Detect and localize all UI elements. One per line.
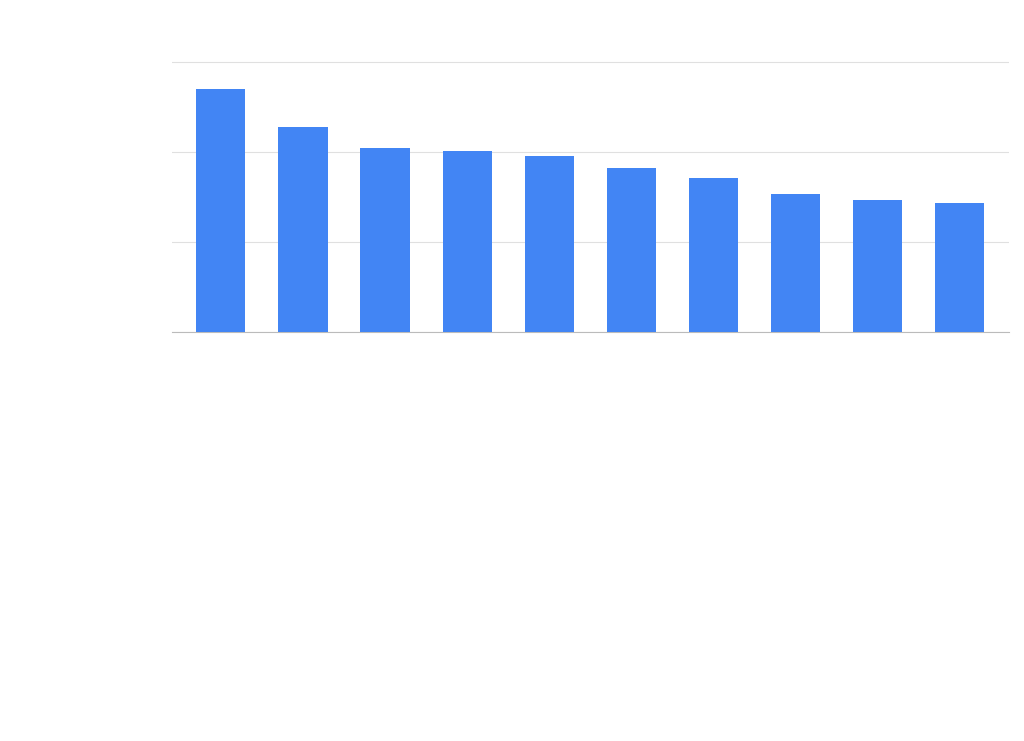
- Bar: [360, 148, 410, 332]
- Bar: [524, 156, 573, 332]
- Bar: [442, 150, 492, 332]
- Bar: [853, 200, 902, 332]
- Bar: [689, 178, 738, 332]
- Bar: [197, 89, 246, 332]
- Bar: [935, 203, 984, 332]
- Bar: [279, 127, 328, 332]
- Bar: [771, 193, 820, 332]
- Bar: [607, 167, 656, 332]
